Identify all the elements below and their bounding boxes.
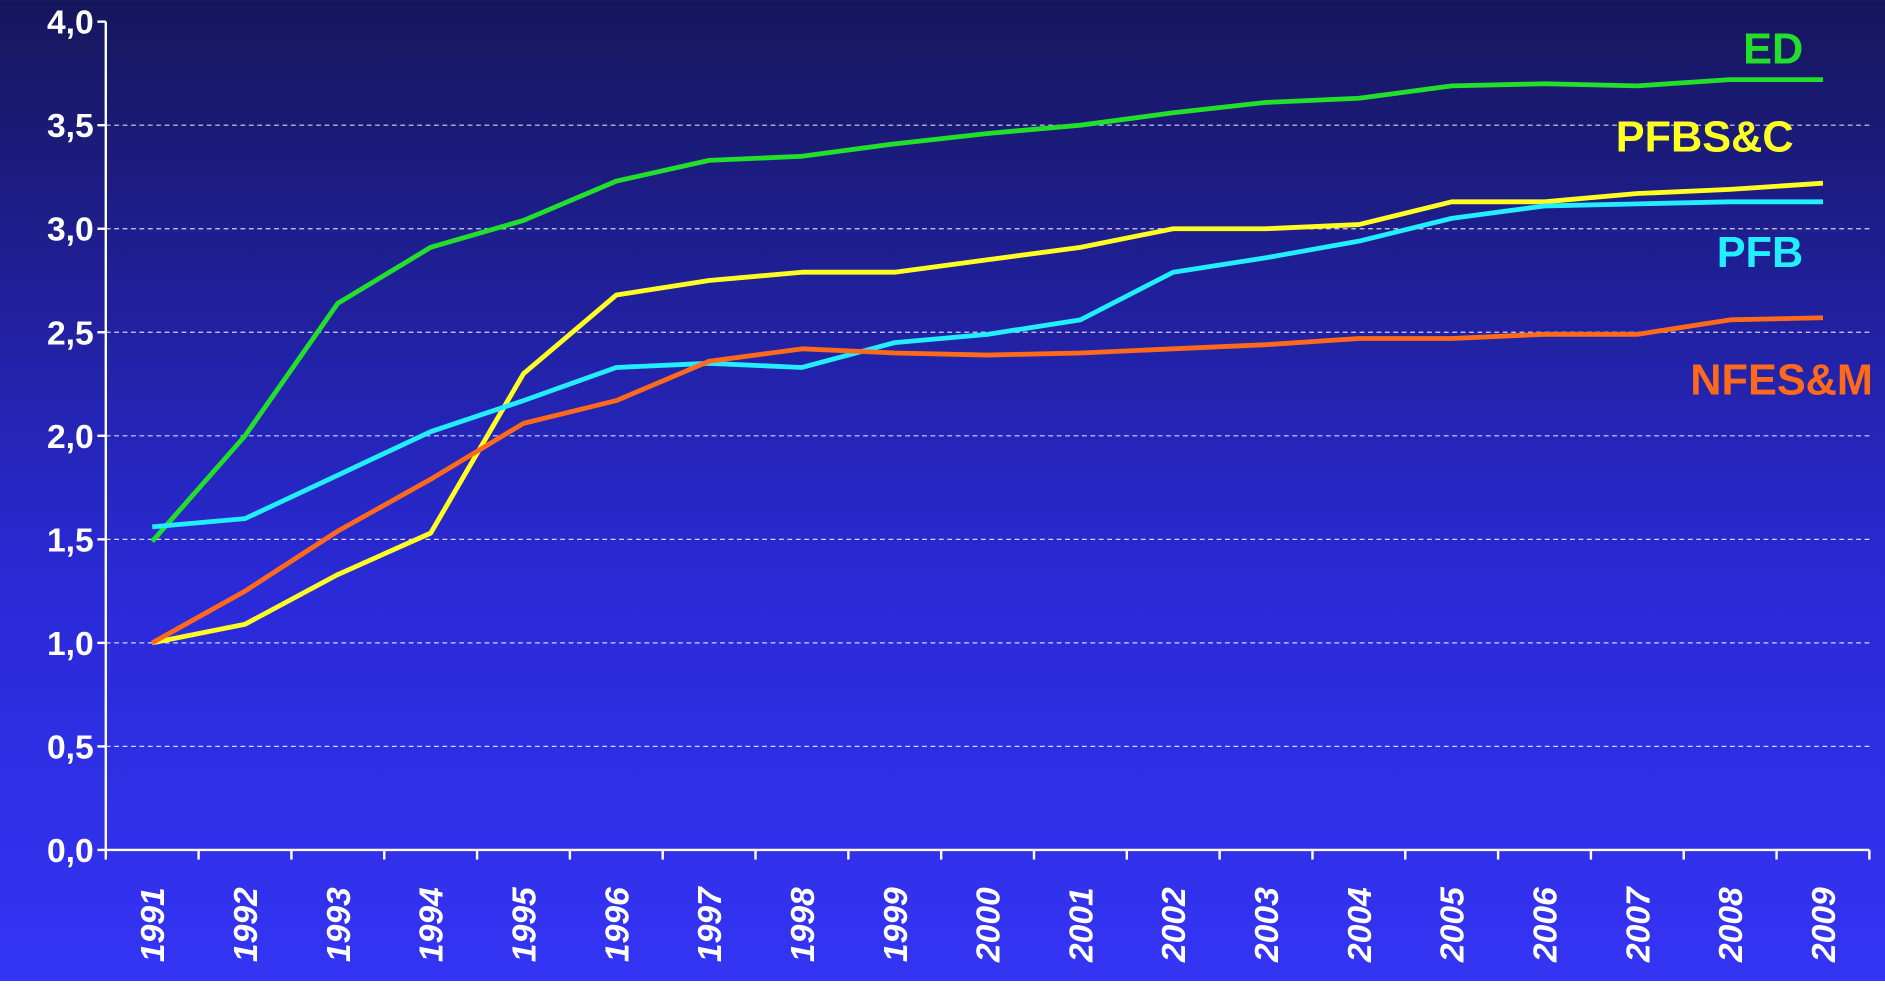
series-line	[151, 315, 1824, 645]
x-tick-label: 2001	[1063, 887, 1100, 963]
series-label: ED	[1743, 26, 1803, 74]
y-tick-label: 3,0	[47, 212, 94, 249]
series-line	[151, 199, 1823, 530]
x-tick-label: 2009	[1806, 887, 1843, 963]
y-tick-label: 1,0	[47, 626, 94, 663]
x-tick-label: 1992	[228, 887, 265, 962]
series-label: PFBS&C	[1616, 113, 1794, 161]
x-tick-label: 1999	[878, 887, 915, 962]
y-tick-label: 2,5	[47, 315, 94, 352]
y-tick-label: 0,5	[47, 729, 94, 766]
x-tick-label: 1994	[414, 887, 451, 962]
series-label: PFB	[1717, 229, 1804, 277]
x-tick-label: 1997	[692, 885, 729, 962]
x-tick-label: 2006	[1528, 887, 1565, 963]
x-tick-label: 1996	[599, 887, 636, 962]
series-line	[150, 77, 1823, 543]
y-tick-label: 4,0	[47, 5, 94, 42]
x-tick-label: 1998	[785, 887, 822, 962]
y-tick-label: 0,0	[47, 833, 94, 870]
y-tick-label: 3,5	[47, 108, 94, 145]
x-tick-label: 2003	[1249, 887, 1286, 963]
x-tick-label: 2000	[971, 887, 1008, 963]
x-tick-label: 1993	[321, 887, 358, 962]
y-tick-label: 2,0	[47, 419, 94, 456]
series-label: NFES&M	[1690, 356, 1873, 404]
x-tick-label: 1991	[135, 887, 172, 962]
y-tick-label: 1,5	[47, 522, 94, 559]
series-line	[151, 180, 1824, 646]
x-tick-label: 2004	[1342, 887, 1379, 963]
x-tick-label: 2002	[1156, 887, 1193, 963]
x-tick-label: 1995	[507, 886, 544, 962]
x-tick-label: 2008	[1713, 887, 1750, 963]
x-tick-label: 2007	[1620, 885, 1657, 963]
x-tick-label: 2005	[1435, 886, 1472, 963]
